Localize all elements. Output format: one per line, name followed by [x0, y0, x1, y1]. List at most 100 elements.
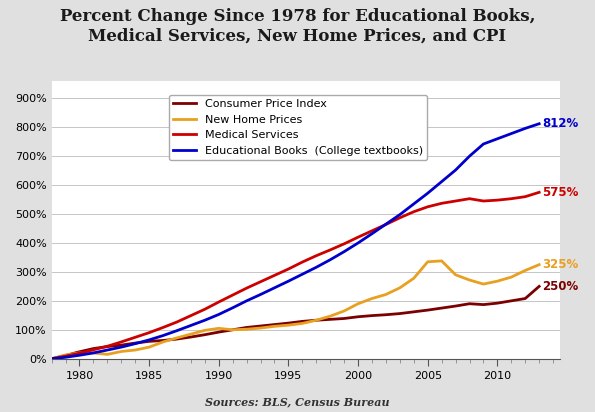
Educational Books  (College textbooks) [508, 131, 515, 136]
Consumer Price Index [494, 301, 501, 306]
New Home Prices [508, 275, 515, 280]
Medical Services [146, 330, 153, 335]
Educational Books  (College textbooks) [424, 191, 431, 196]
Educational Books  (College textbooks) [466, 154, 473, 159]
New Home Prices [131, 348, 139, 353]
Consumer Price Index [243, 325, 250, 330]
Medical Services [257, 279, 264, 284]
Consumer Price Index [229, 327, 236, 332]
Educational Books  (College textbooks) [118, 345, 125, 350]
Medical Services [424, 204, 431, 209]
Educational Books  (College textbooks) [536, 121, 543, 126]
Educational Books  (College textbooks) [90, 351, 97, 356]
Educational Books  (College textbooks) [159, 333, 167, 338]
Consumer Price Index [508, 298, 515, 303]
Text: 812%: 812% [542, 117, 578, 130]
Consumer Price Index [118, 343, 125, 348]
Consumer Price Index [215, 330, 223, 335]
Medical Services [159, 325, 167, 330]
Consumer Price Index [104, 344, 111, 349]
Educational Books  (College textbooks) [410, 201, 417, 206]
New Home Prices [285, 323, 292, 328]
Educational Books  (College textbooks) [131, 341, 139, 346]
Medical Services [173, 319, 180, 324]
Consumer Price Index [466, 301, 473, 306]
Medical Services [131, 335, 139, 340]
Educational Books  (College textbooks) [271, 286, 278, 290]
Consumer Price Index [313, 318, 320, 323]
Medical Services [229, 293, 236, 297]
Educational Books  (College textbooks) [299, 272, 306, 277]
Educational Books  (College textbooks) [62, 355, 69, 360]
Text: 325%: 325% [542, 258, 578, 271]
Educational Books  (College textbooks) [355, 241, 362, 246]
Educational Books  (College textbooks) [48, 356, 55, 361]
New Home Prices [327, 314, 334, 318]
Consumer Price Index [410, 309, 417, 314]
New Home Prices [480, 281, 487, 286]
Consumer Price Index [159, 338, 167, 343]
Medical Services [299, 260, 306, 265]
New Home Prices [62, 353, 69, 358]
Consumer Price Index [187, 335, 195, 339]
New Home Prices [536, 262, 543, 267]
Medical Services [76, 351, 83, 356]
New Home Prices [340, 309, 347, 314]
Medical Services [90, 347, 97, 352]
Educational Books  (College textbooks) [229, 305, 236, 310]
Educational Books  (College textbooks) [368, 231, 375, 236]
Medical Services [466, 196, 473, 201]
Consumer Price Index [146, 339, 153, 344]
New Home Prices [313, 318, 320, 323]
Medical Services [452, 199, 459, 204]
Educational Books  (College textbooks) [383, 222, 390, 227]
Educational Books  (College textbooks) [340, 249, 347, 254]
Educational Books  (College textbooks) [146, 337, 153, 342]
New Home Prices [48, 356, 55, 361]
Educational Books  (College textbooks) [104, 348, 111, 353]
Educational Books  (College textbooks) [257, 292, 264, 297]
Text: Sources: BLS, Census Bureau: Sources: BLS, Census Bureau [205, 397, 390, 408]
New Home Prices [494, 279, 501, 283]
Text: Percent Change Since 1978 for Educational Books,
Medical Services, New Home Pric: Percent Change Since 1978 for Educationa… [60, 8, 536, 45]
Consumer Price Index [201, 332, 208, 337]
New Home Prices [118, 349, 125, 354]
Medical Services [271, 273, 278, 278]
Consumer Price Index [48, 356, 55, 361]
New Home Prices [187, 332, 195, 337]
New Home Prices [201, 328, 208, 333]
Medical Services [494, 198, 501, 203]
Medical Services [327, 248, 334, 253]
New Home Prices [271, 324, 278, 329]
Medical Services [62, 353, 69, 358]
Educational Books  (College textbooks) [396, 212, 403, 217]
New Home Prices [522, 268, 529, 273]
Educational Books  (College textbooks) [522, 126, 529, 131]
Text: Carpe Diem Blog: Carpe Diem Blog [240, 95, 372, 109]
Medical Services [410, 209, 417, 214]
Consumer Price Index [355, 314, 362, 319]
New Home Prices [383, 292, 390, 297]
Legend: Consumer Price Index, New Home Prices, Medical Services, Educational Books  (Col: Consumer Price Index, New Home Prices, M… [169, 95, 427, 160]
Medical Services [355, 235, 362, 240]
Consumer Price Index [438, 306, 445, 311]
Educational Books  (College textbooks) [243, 298, 250, 303]
New Home Prices [90, 351, 97, 356]
Medical Services [243, 286, 250, 290]
Consumer Price Index [285, 321, 292, 325]
Medical Services [340, 241, 347, 246]
Educational Books  (College textbooks) [76, 353, 83, 358]
Medical Services [396, 215, 403, 220]
Medical Services [480, 199, 487, 204]
Medical Services [118, 339, 125, 344]
Medical Services [187, 313, 195, 318]
Consumer Price Index [522, 296, 529, 301]
Text: 575%: 575% [542, 186, 578, 199]
New Home Prices [396, 286, 403, 290]
Educational Books  (College textbooks) [173, 328, 180, 333]
Educational Books  (College textbooks) [327, 257, 334, 262]
Educational Books  (College textbooks) [313, 265, 320, 270]
Educational Books  (College textbooks) [438, 179, 445, 184]
Educational Books  (College textbooks) [480, 142, 487, 147]
Line: Medical Services: Medical Services [52, 192, 539, 359]
